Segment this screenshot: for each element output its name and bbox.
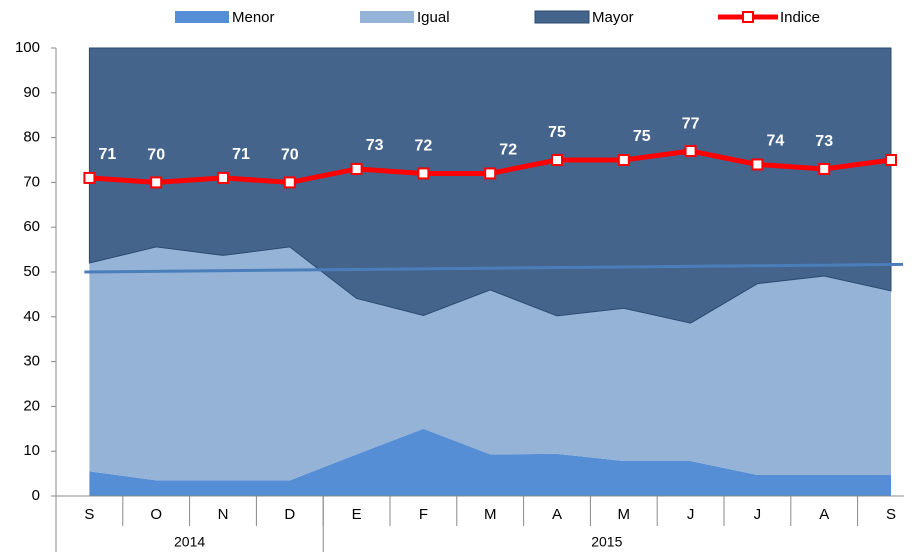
marker [818, 162, 831, 175]
x-tick-label: J [687, 506, 695, 523]
marker [150, 176, 163, 189]
x-tick-label: J [754, 506, 762, 523]
legend-swatch [742, 11, 754, 23]
y-tick-label: 10 [23, 442, 40, 459]
data-label: 71 [99, 146, 117, 163]
data-label: 75 [900, 128, 918, 145]
x-tick-label: F [419, 506, 428, 523]
data-label: 74 [767, 133, 785, 150]
x-tick-label: D [284, 506, 295, 523]
data-label: 73 [366, 137, 384, 154]
x-tick-label: S [84, 506, 94, 523]
y-tick-label: 50 [23, 263, 40, 280]
legend-label: Igual [417, 9, 450, 26]
area [89, 428, 891, 496]
marker [484, 167, 497, 180]
x-tick-label: M [618, 506, 631, 523]
x-tick-label: S [886, 506, 896, 523]
data-label: 75 [548, 124, 566, 141]
legend-swatch [175, 11, 229, 23]
y-tick-label: 60 [23, 218, 40, 235]
y-tick-label: 30 [23, 353, 40, 370]
data-label: 73 [815, 133, 833, 150]
data-label: 70 [281, 147, 299, 164]
data-label: 72 [499, 142, 517, 159]
x-tick-label: N [218, 506, 229, 523]
marker [617, 154, 630, 166]
group-label: 2014 [174, 534, 205, 550]
legend-label: Mayor [592, 9, 634, 26]
legend-label: Indice [780, 9, 820, 26]
marker [417, 167, 430, 180]
x-tick-label: A [552, 506, 562, 523]
marker [217, 171, 229, 184]
marker [283, 176, 296, 189]
legend-label: Menor [232, 9, 275, 26]
marker [885, 154, 897, 166]
data-label: 71 [232, 146, 250, 163]
legend-swatch [360, 11, 414, 23]
data-label: 72 [415, 138, 433, 155]
data-label: 75 [633, 128, 651, 145]
x-tick-label: E [352, 506, 362, 523]
y-tick-label: 70 [23, 173, 40, 190]
data-label: 77 [682, 115, 700, 132]
y-tick-label: 0 [32, 487, 40, 504]
trendline [84, 262, 904, 274]
area [88, 47, 892, 324]
x-tick-label: A [819, 506, 829, 523]
legend-swatch [534, 10, 590, 24]
y-tick-label: 100 [15, 39, 40, 56]
marker [751, 158, 764, 171]
y-tick-label: 20 [23, 397, 40, 414]
marker [684, 145, 697, 158]
y-tick-label: 40 [23, 308, 40, 325]
y-tick-label: 90 [23, 84, 40, 101]
y-tick-label: 80 [23, 129, 40, 146]
group-label: 2015 [591, 534, 622, 550]
marker [83, 171, 96, 184]
marker [350, 162, 363, 175]
data-label: 70 [147, 147, 165, 164]
x-tick-label: M [484, 506, 497, 523]
area [89, 246, 891, 481]
marker [551, 154, 563, 166]
x-tick-label: O [150, 506, 162, 523]
